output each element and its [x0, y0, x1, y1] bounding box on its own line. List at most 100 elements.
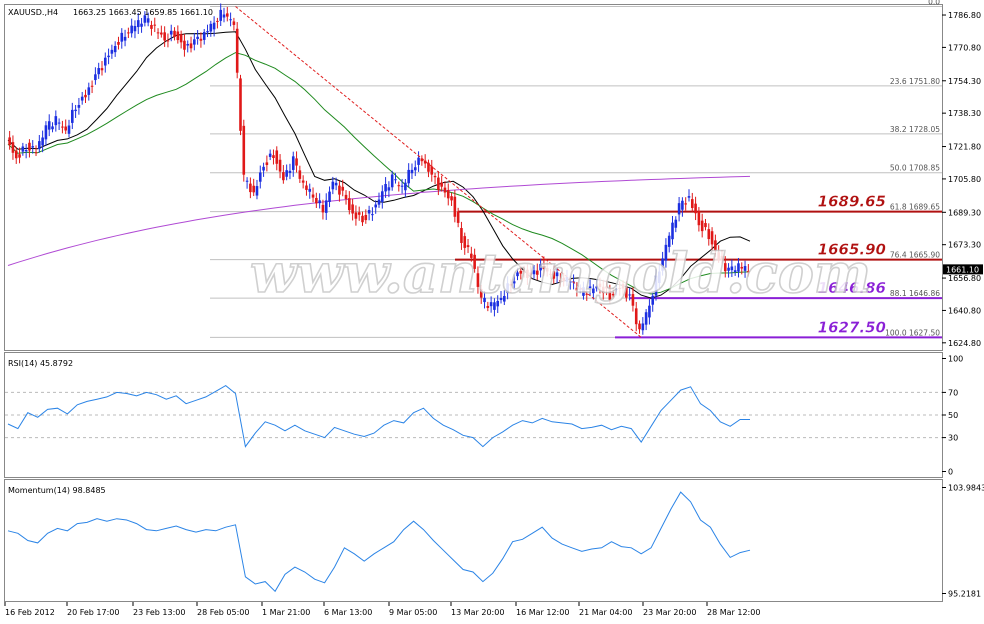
price-label: 1689.30: [948, 208, 981, 217]
candle-body: [519, 270, 523, 274]
main-panel[interactable]: [4, 4, 943, 351]
candle-body: [433, 175, 437, 178]
candle-body: [47, 121, 51, 130]
candle-body: [38, 141, 41, 150]
candle-body: [730, 266, 734, 271]
candle-body: [390, 174, 394, 188]
candle-body: [723, 263, 727, 272]
candle-body: [446, 190, 450, 199]
candle-body: [700, 220, 704, 232]
rsi-line: [7, 384, 750, 448]
candle-body: [575, 287, 579, 291]
candle-body: [51, 126, 54, 130]
candle-body: [740, 266, 744, 269]
candle-body: [499, 298, 503, 301]
candle-body: [107, 55, 110, 58]
time-label: 16 Mar 12:00: [516, 608, 569, 617]
candle-body: [186, 44, 190, 46]
fib-label: 0.0: [928, 0, 940, 7]
momentum-panel[interactable]: [4, 479, 943, 602]
candle-body: [344, 194, 348, 200]
candle-body: [717, 252, 720, 260]
candle-body: [315, 197, 318, 204]
candle-body: [671, 222, 674, 240]
time-label: 23 Mar 20:00: [643, 608, 696, 617]
candle-body: [216, 20, 219, 22]
candle-body: [578, 288, 582, 290]
candle-body: [387, 187, 391, 191]
candle-body: [275, 150, 279, 164]
candle-body: [638, 323, 641, 330]
candles: [8, 3, 750, 335]
candle-body: [74, 109, 77, 112]
candle-body: [690, 199, 694, 208]
rsi-level-label: 0: [948, 468, 953, 477]
candle-body: [493, 302, 496, 310]
fib-label: 100.0 1627.50: [885, 328, 940, 337]
candle-body: [509, 284, 513, 286]
candle-body: [265, 162, 269, 166]
candle-body: [34, 152, 38, 154]
candle-body: [641, 323, 645, 331]
candle-body: [618, 287, 622, 289]
candle-body: [169, 30, 173, 35]
candle-body: [252, 185, 255, 193]
candle-body: [585, 293, 589, 295]
candle-body: [489, 302, 493, 307]
candle-body: [476, 273, 480, 287]
candle-body: [291, 156, 295, 170]
candle-body: [166, 40, 170, 42]
time-label: 9 Mar 05:00: [389, 608, 437, 617]
current-price-label: 1661.10: [946, 265, 979, 274]
candle-body: [324, 200, 328, 213]
candle-body: [697, 211, 701, 226]
candle-body: [605, 286, 608, 289]
candle-body: [298, 170, 302, 179]
candle-body: [512, 281, 516, 284]
candle-body: [380, 191, 384, 203]
candle-body: [54, 116, 58, 126]
candle-body: [331, 181, 335, 190]
candle-body: [18, 154, 21, 158]
fib-trend-line: [235, 6, 642, 338]
candle-body: [720, 255, 724, 261]
candle-body: [651, 295, 655, 305]
candle-body: [130, 25, 133, 34]
candle-body: [384, 184, 387, 192]
candle-body: [664, 244, 668, 261]
candle-body: [113, 46, 117, 53]
candle-body: [535, 270, 539, 275]
candle-body: [285, 170, 288, 177]
rsi-level-label: 100: [948, 355, 963, 364]
fib-label: 50.0 1708.85: [890, 164, 940, 173]
candle-body: [453, 196, 457, 217]
candle-body: [377, 199, 381, 205]
candle-body: [140, 23, 143, 27]
candle-body: [588, 286, 592, 290]
candle-body: [127, 32, 130, 34]
candle-body: [311, 194, 315, 198]
candle-body: [239, 78, 242, 131]
candle-body: [707, 229, 711, 240]
fib-label: 76.4 1665.90: [890, 251, 940, 260]
candle-body: [11, 142, 15, 153]
candle-body: [410, 169, 414, 174]
candle-body: [615, 288, 618, 290]
candle-body: [522, 270, 526, 272]
candle-body: [397, 185, 401, 187]
candle-body: [684, 203, 687, 205]
candle-body: [733, 270, 737, 272]
price-label: 1738.30: [948, 109, 981, 118]
candle-body: [559, 280, 562, 282]
candle-body: [404, 182, 407, 191]
candle-body: [430, 166, 434, 175]
candle-body: [486, 305, 490, 308]
candle-body: [80, 96, 84, 101]
candle-body: [249, 183, 252, 193]
candle-body: [87, 87, 91, 95]
candle-body: [183, 40, 186, 50]
candle-body: [160, 32, 163, 35]
current-price-box: [943, 264, 983, 275]
candle-body: [565, 276, 569, 282]
candle-body: [367, 210, 371, 214]
